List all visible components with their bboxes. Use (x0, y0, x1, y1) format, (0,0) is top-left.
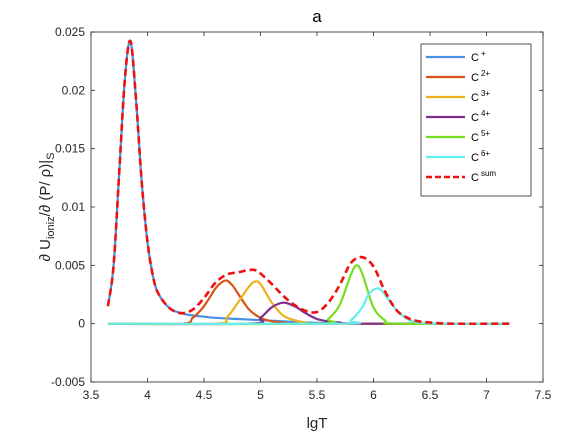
legend-sup: 6+ (481, 149, 490, 158)
y-tick-label: 0 (78, 317, 85, 331)
y-tick-label: 0.02 (62, 83, 86, 97)
x-tick-label: 4 (144, 388, 151, 402)
series-line-6 (106, 39, 510, 326)
legend-sup: 4+ (481, 109, 490, 118)
chart-title: a (312, 7, 322, 26)
x-tick-label: 6 (370, 388, 377, 402)
ylabel-sub2: S (45, 153, 57, 160)
legend-name: C (471, 152, 479, 164)
ylabel-main: ∂ U (37, 239, 54, 261)
legend: C +C 2+C 3+C 4+C 5+C 6+C sum (420, 43, 532, 197)
x-tick-label: 6.5 (422, 388, 439, 402)
x-tick-label: 7 (483, 388, 490, 402)
legend-sup: 2+ (481, 69, 490, 78)
x-axis-label: lgT (307, 415, 328, 432)
x-tick-label: 5 (257, 388, 264, 402)
legend-sup: 5+ (481, 129, 490, 138)
y-tick-label: 0.01 (62, 200, 86, 214)
legend-sup: sum (481, 169, 496, 178)
ylabel-mid: /∂ (P/ ρ)| (37, 160, 54, 217)
legend-name: C (471, 112, 479, 124)
y-tick-label: 0.015 (55, 142, 85, 156)
y-tick-label: 0.005 (55, 258, 85, 272)
legend-entry-0: C + (471, 49, 486, 64)
legend-sup: + (481, 49, 486, 58)
legend-entry-3: C 4+ (471, 109, 490, 124)
y-axis-label: ∂ Uioniz/∂ (P/ ρ)|S (37, 153, 57, 262)
axis-ticks: 3.5 4 4.5 5 5.5 6 6.5 7 7.5 -0.005 0 0.005 0.01 0.015… (51, 25, 552, 402)
legend-name: C (471, 52, 479, 64)
y-tick-label: 0.025 (55, 25, 85, 39)
x-tick-label: 4.5 (196, 388, 213, 402)
x-tick-label: 3.5 (83, 388, 100, 402)
y-tick-label: -0.005 (51, 375, 85, 389)
x-tick-label: 5.5 (309, 388, 326, 402)
legend-entry-4: C 5+ (471, 129, 490, 144)
legend-entry-2: C 3+ (471, 89, 490, 104)
legend-name: C (471, 72, 479, 84)
legend-name: C (471, 172, 479, 184)
x-tick-label: 7.5 (535, 388, 552, 402)
ylabel-sub1: ioniz (45, 216, 57, 239)
legend-name: C (471, 132, 479, 144)
legend-sup: 3+ (481, 89, 490, 98)
series-layer (106, 39, 510, 326)
legend-entry-5: C 6+ (471, 149, 490, 164)
legend-name: C (471, 92, 479, 104)
legend-entry-1: C 2+ (471, 69, 490, 84)
legend-box (420, 43, 532, 197)
